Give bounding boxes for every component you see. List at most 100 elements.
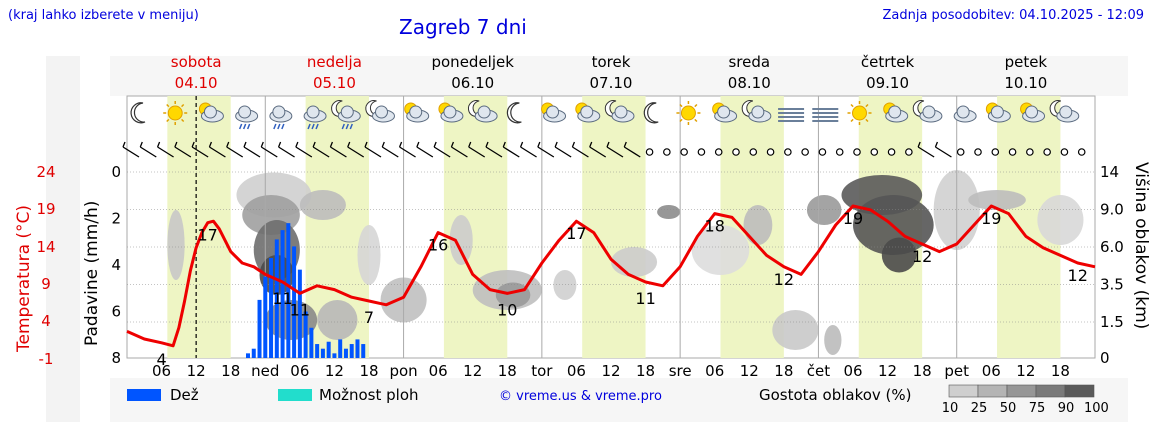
cloud-density-patch <box>691 225 750 275</box>
wind-barb-icon <box>122 141 126 148</box>
calm-wind-icon <box>887 148 896 156</box>
density-scale-value: 75 <box>1028 401 1046 416</box>
x-tick-label: 18 <box>221 362 240 380</box>
wind-barb-icon <box>502 146 520 158</box>
rain-drop <box>307 123 311 130</box>
day-date-label: 05.10 <box>312 74 356 92</box>
rain-bar <box>332 353 337 358</box>
calm-wind-icon <box>870 148 879 156</box>
calm-wind-icon <box>732 148 740 156</box>
sun-ray <box>850 118 854 123</box>
day-name-label: sreda <box>728 53 771 71</box>
sun-ray <box>181 118 185 123</box>
wind-barb-icon <box>347 141 351 148</box>
cloud-density-patch <box>553 270 577 300</box>
day-name-label: sobota <box>170 53 222 71</box>
temperature-tick-label: 14 <box>36 237 56 256</box>
cloud-density-patch <box>968 190 1026 210</box>
cloud-shape <box>614 105 628 119</box>
calm-wind-icon <box>1077 148 1086 156</box>
precip-tick-label: 4 <box>111 256 121 274</box>
wind-barb-icon <box>347 146 365 158</box>
cloud-shape <box>990 105 1004 119</box>
rain-bar <box>269 258 274 358</box>
sun-ray <box>679 103 683 108</box>
cloud-density-patch <box>167 210 185 280</box>
cloud-shape <box>922 105 936 119</box>
density-swatch <box>977 384 1008 398</box>
rain-drop <box>345 123 349 130</box>
cloud-height-tick-label: 9.0 <box>1100 201 1124 219</box>
calm-wind-icon <box>680 148 688 156</box>
sun-disc <box>852 105 867 121</box>
x-tick-label: 12 <box>601 362 620 380</box>
x-tick-label: 06 <box>429 362 448 380</box>
precip-tick-label: 8 <box>111 349 121 367</box>
temperature-value-label: 12 <box>1068 266 1088 285</box>
partly-cloudy-icon <box>541 102 567 123</box>
rain-drop <box>242 123 247 130</box>
moon-icon <box>130 102 146 124</box>
moon-icon <box>643 102 659 124</box>
wind-barb-icon <box>260 141 264 148</box>
cloud-shape <box>956 105 970 119</box>
sun-ray <box>865 118 869 123</box>
sun-ray <box>865 103 869 108</box>
cloud-density-patch <box>317 300 358 340</box>
left-strip <box>46 56 80 422</box>
cloud-density-patch <box>1037 195 1084 245</box>
wind-barb-icon <box>468 141 472 148</box>
wind-barb-icon <box>554 146 572 158</box>
legend-showers-label: Možnost ploh <box>319 386 419 404</box>
density-swatch <box>1035 384 1066 398</box>
calm-wind-icon <box>766 148 775 156</box>
cloud-icon <box>953 105 977 123</box>
calm-wind-icon <box>905 148 913 156</box>
wind-barb-icon <box>277 141 282 148</box>
day-date-label: 07.10 <box>589 74 633 92</box>
cloud-shape <box>751 105 765 119</box>
temperature-tick-label: 4 <box>41 312 51 331</box>
x-tick-label: 12 <box>463 362 482 380</box>
credit-link[interactable]: © vreme.us & vreme.pro <box>499 389 662 404</box>
x-tick-label: 06 <box>705 362 724 380</box>
wind-barb-icon <box>485 146 503 158</box>
sun-ray <box>679 118 683 123</box>
night-cloudy-icon <box>741 100 772 123</box>
wind-barb-icon <box>934 141 939 148</box>
rain-bar <box>246 353 250 358</box>
page-title: Zagreb 7 dni <box>399 15 527 39</box>
cloud-density-patch <box>806 195 842 225</box>
wind-barb-icon <box>623 141 627 148</box>
rain-cloud-icon <box>269 105 293 130</box>
legend-rain-label: Dež <box>170 386 199 404</box>
precip-tick-label: 6 <box>111 303 121 321</box>
calm-wind-icon <box>835 148 844 156</box>
night-rain-icon <box>331 100 361 130</box>
calm-wind-icon <box>801 148 809 156</box>
sun-icon <box>676 101 701 125</box>
wind-barb-icon <box>312 146 330 158</box>
density-swatch <box>948 384 979 398</box>
wind-barb-icon <box>537 141 541 148</box>
wind-barb-icon <box>139 141 143 148</box>
cloud-density-patch <box>449 215 473 265</box>
temperature-value-label: 11 <box>635 289 655 308</box>
rain-drop <box>315 123 319 130</box>
x-tick-label: sre <box>669 362 692 380</box>
partly-cloudy-icon <box>712 102 738 123</box>
cloud-density-patch <box>881 237 917 273</box>
wind-barb-icon <box>174 141 178 148</box>
cloud-density-patch <box>299 190 346 220</box>
temperature-value-label: 19 <box>843 209 863 228</box>
cloud-height-tick-label: 14 <box>1100 163 1119 181</box>
rain-bar <box>303 311 308 358</box>
rain-bar <box>343 348 348 358</box>
cloud-height-tick-label: 0 <box>1100 349 1110 367</box>
cloud-density-patch <box>824 325 842 355</box>
calm-wind-icon <box>749 148 758 156</box>
rain-drop <box>238 123 243 130</box>
night-cloudy-icon <box>468 100 498 123</box>
x-tick-label: pon <box>389 362 417 380</box>
precip-tick-label: 0 <box>111 163 121 181</box>
